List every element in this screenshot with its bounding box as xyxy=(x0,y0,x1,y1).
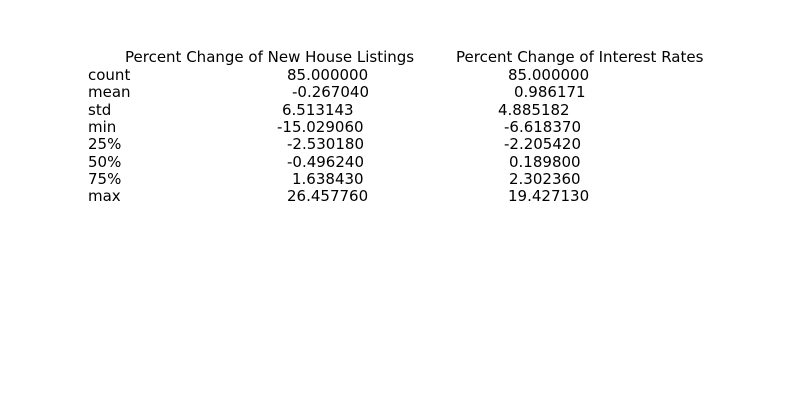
value-rates-min: -6.618370 xyxy=(504,118,581,136)
value-rates-50pct: 0.189800 xyxy=(509,153,581,171)
value-listings-mean: -0.267040 xyxy=(292,83,369,101)
row-label-max: max xyxy=(88,187,121,205)
column-header-new-house-listings: Percent Change of New House Listings xyxy=(125,48,415,66)
column-header-interest-rates: Percent Change of Interest Rates xyxy=(456,48,704,66)
value-rates-count: 85.000000 xyxy=(508,66,590,84)
value-rates-25pct: -2.205420 xyxy=(504,135,581,153)
value-rates-max: 19.427130 xyxy=(508,187,590,205)
value-rates-std: 4.885182 xyxy=(498,101,570,119)
value-rates-75pct: 2.302360 xyxy=(509,170,581,188)
value-listings-count: 85.000000 xyxy=(287,66,369,84)
value-rates-mean: 0.986171 xyxy=(514,83,586,101)
row-label-50pct: 50% xyxy=(88,153,122,171)
value-listings-min: -15.029060 xyxy=(277,118,364,136)
value-listings-25pct: -2.530180 xyxy=(287,135,364,153)
value-listings-max: 26.457760 xyxy=(287,187,369,205)
row-label-count: count xyxy=(88,66,131,84)
row-label-mean: mean xyxy=(88,83,131,101)
value-listings-75pct: 1.638430 xyxy=(292,170,364,188)
row-label-25pct: 25% xyxy=(88,135,122,153)
row-label-std: std xyxy=(88,101,112,119)
row-label-min: min xyxy=(88,118,117,136)
value-listings-std: 6.513143 xyxy=(282,101,354,119)
row-label-75pct: 75% xyxy=(88,170,122,188)
value-listings-50pct: -0.496240 xyxy=(287,153,364,171)
